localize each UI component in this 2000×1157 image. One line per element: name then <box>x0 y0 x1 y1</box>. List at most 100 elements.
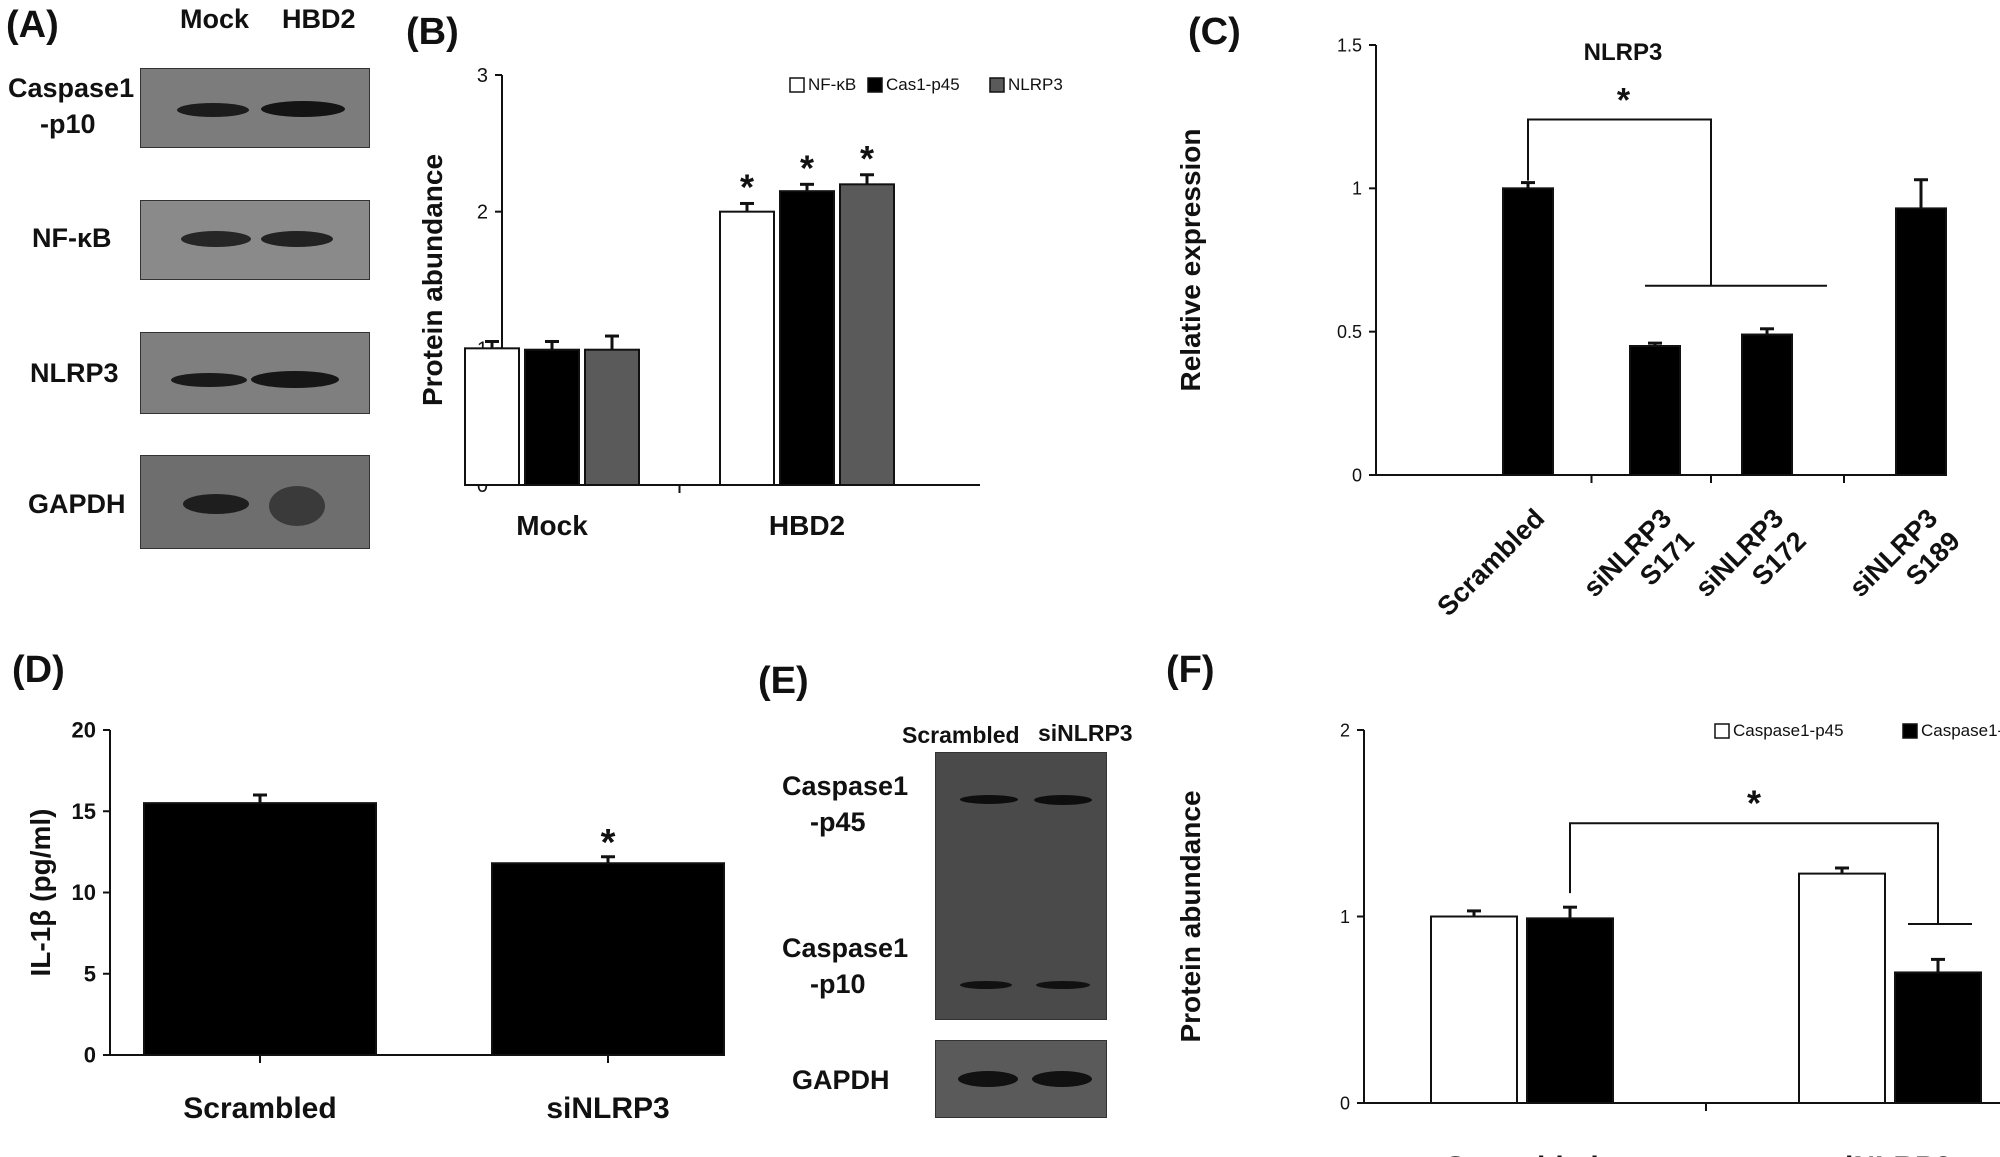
blot-e-lane-sinlrp3: siNLRP3 <box>1038 720 1133 746</box>
legend-label: Caspase1-p10 <box>1921 721 2000 740</box>
y-tick-label: 0.5 <box>1337 322 1362 342</box>
blot-a-strip-caspase1-p10 <box>140 68 370 148</box>
blot-e-row-label-line: -p10 <box>810 969 866 1000</box>
blot-a-row-label-line: NF-κB <box>32 223 112 253</box>
blot-a-strip-nfkb <box>140 200 370 280</box>
significance-star: * <box>740 166 754 207</box>
chart-d: 0 5 10 15 20 IL-1β (pg/ml) (D) Scrambled * siNLRP… <box>12 649 725 1125</box>
blot-band <box>1034 795 1092 805</box>
legend-swatch <box>789 77 805 93</box>
y-tick-label: 0 <box>1340 1093 1350 1113</box>
blot-band <box>958 1071 1018 1087</box>
y-tick-label: 2 <box>1340 720 1350 740</box>
legend-swatch <box>989 77 1005 93</box>
panel-label: (D) <box>12 649 65 691</box>
chart-b: 0123Protein abundance(B)Mock***HBD2NF-κB… <box>406 11 1063 541</box>
bar <box>779 190 835 487</box>
blot-e-row-label-line: -p45 <box>810 807 866 838</box>
y-tick-label: 0 <box>1352 465 1362 485</box>
bar <box>143 802 377 1056</box>
blot-a-row-label-line: GAPDH <box>28 489 126 519</box>
bar <box>1430 915 1518 1104</box>
blot-e-row-label-caspase1-p45: Caspase1 -p45 <box>782 768 908 841</box>
blot-a-lane-hbd2: HBD2 <box>282 4 356 34</box>
blot-a-lane-mock: Mock <box>180 4 250 34</box>
chart-c: 0 0.5 1 1.5 Relative expression (C) Scrambled s… <box>1175 11 1966 622</box>
legend-label: NLRP3 <box>1008 75 1063 94</box>
blot-a-row-label-nlrp3: NLRP3 <box>30 355 119 391</box>
y-tick-label: 20 <box>72 718 96 743</box>
y-tick-label: 10 <box>72 880 96 905</box>
bar <box>1502 187 1554 476</box>
blot-a-strip-nlrp3 <box>140 332 370 414</box>
bar <box>1526 917 1614 1104</box>
blot-band <box>960 981 1012 989</box>
blot-e-strip-caspase <box>935 752 1107 1020</box>
bar <box>1629 345 1681 476</box>
y-axis-title: IL-1β (pg/ml) <box>25 809 56 977</box>
bar <box>839 183 895 486</box>
x-tick-label: Scrambled <box>1431 503 1550 622</box>
blot-e-strip-gapdh <box>935 1040 1107 1118</box>
legend-label: NF-κB <box>808 75 856 94</box>
blot-band <box>261 231 333 247</box>
blot-a-row-label-line: Caspase1 <box>8 73 135 103</box>
blot-band <box>1036 981 1090 989</box>
x-tick-label-group: Scrambled <box>1431 503 1550 622</box>
x-tick-label: Mock <box>516 510 588 541</box>
significance-bracket <box>1569 822 1939 924</box>
significance-star: * <box>800 147 814 188</box>
y-tick-label: 1 <box>1352 179 1362 199</box>
chart-f: 0 1 2 Protein abundance (F) Scrambled siNLRP3 *… <box>1166 649 2000 1157</box>
y-tick-label: 0 <box>84 1043 96 1068</box>
bar <box>524 348 580 487</box>
y-tick-label: 1 <box>1340 907 1350 927</box>
blot-e-row-label-line: Caspase1 <box>782 771 909 801</box>
blot-band <box>960 795 1018 804</box>
y-tick-label: 3 <box>477 65 488 87</box>
blot-band <box>261 101 345 117</box>
y-axis-title: Protein abundance <box>1175 790 1206 1042</box>
significance-star: * <box>1747 782 1761 823</box>
bar <box>719 210 775 487</box>
panel-a-label: (A) <box>6 4 59 46</box>
x-tick-label: Scrambled <box>1445 1151 1598 1157</box>
x-tick-label: siNLRP3 <box>546 1092 669 1125</box>
blot-band <box>269 486 325 526</box>
x-tick-label: siNLRP3 <box>1828 1151 1951 1157</box>
blot-band <box>183 494 249 514</box>
blot-a-row-label-nfkb: NF-κB <box>32 220 112 256</box>
bar <box>1895 207 1947 476</box>
blot-band <box>171 373 247 387</box>
legend-label: Cas1-p45 <box>886 75 960 94</box>
blot-band <box>251 371 339 388</box>
x-tick-label: Scrambled <box>183 1092 336 1125</box>
legend-label: Caspase1-p45 <box>1733 721 1844 740</box>
blot-band <box>181 231 251 247</box>
blot-e-row-label-line: Caspase1 <box>782 933 909 963</box>
chart-title: NLRP3 <box>1584 39 1663 66</box>
blot-e-lane-scrambled: Scrambled <box>902 722 1020 748</box>
panel-e-label: (E) <box>758 660 809 702</box>
blot-a-row-label-caspase1-p10: Caspase1 -p10 <box>8 70 134 143</box>
significance-star: * <box>1617 82 1631 120</box>
y-axis-title: Relative expression <box>1175 128 1206 391</box>
blot-band <box>1032 1071 1092 1087</box>
blot-band <box>177 103 249 117</box>
bar <box>1894 971 1982 1105</box>
panel-label: (C) <box>1188 11 1241 53</box>
y-tick-label: 15 <box>72 799 96 824</box>
y-tick-label: 1.5 <box>1337 35 1362 55</box>
significance-star: * <box>860 138 874 179</box>
blot-a-row-label-gapdh: GAPDH <box>28 486 126 522</box>
significance-bracket <box>1527 118 1712 286</box>
y-tick-label: 5 <box>84 961 96 986</box>
blot-a-row-label-line: NLRP3 <box>30 358 119 388</box>
significance-star: * <box>601 822 616 864</box>
legend-swatch <box>867 77 883 93</box>
blot-a-strip-gapdh <box>140 455 370 549</box>
x-tick-label: HBD2 <box>769 510 845 541</box>
bar <box>1741 333 1793 476</box>
